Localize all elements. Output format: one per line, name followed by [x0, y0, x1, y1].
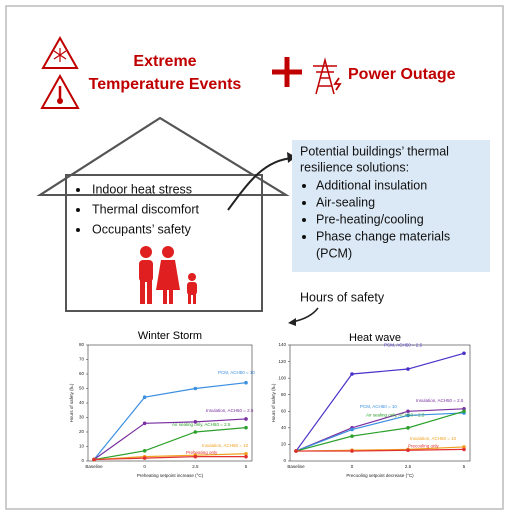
tower-icon [313, 60, 340, 94]
data-point [194, 455, 198, 459]
solution-item: Air-sealing [316, 195, 375, 209]
bullet [302, 235, 306, 239]
bullet [302, 184, 306, 188]
data-point [244, 455, 248, 459]
series-label: Preheating only [186, 450, 218, 455]
y-axis-label: Hours of safety (hₛ) [271, 383, 276, 422]
series-label: Insulation, ACH50 = 2.5 [416, 398, 464, 403]
data-point [244, 381, 248, 385]
y-tick-label: 70 [79, 357, 85, 362]
y-tick-label: 50 [79, 386, 85, 391]
data-point [143, 449, 147, 453]
data-point [350, 428, 354, 432]
x-tick-label: 2.5 [192, 464, 199, 469]
hazard-title: Extreme [133, 53, 196, 70]
bullet [76, 228, 80, 232]
x-tick-label: 2.5 [405, 464, 412, 469]
data-point [462, 409, 466, 413]
house-item: Thermal discomfort [92, 202, 199, 216]
solution-item: Pre-heating/cooling [316, 212, 424, 226]
data-point [92, 458, 96, 462]
y-tick-label: 40 [281, 425, 287, 430]
y-tick-label: 60 [79, 371, 85, 376]
solution-item: Phase change materials [316, 229, 450, 243]
y-tick-label: 100 [278, 375, 286, 380]
link-label: Hours of safety [300, 290, 385, 304]
data-point [406, 448, 410, 452]
series-label: Insulation, ACH50 = 2.5 [206, 408, 254, 413]
data-point [143, 395, 147, 399]
y-tick-label: 30 [79, 415, 85, 420]
series-label: PCM, ACH50 = 10 [218, 370, 255, 375]
x-axis-label: Precooling setpoint decrease (°C) [346, 473, 414, 478]
outage-title: Power Outage [348, 66, 456, 83]
chart-title: Winter Storm [138, 330, 202, 342]
page: Extreme Temperature Events Power Outage … [0, 0, 510, 516]
x-axis-label: Preheating setpoint increase (°C) [137, 473, 204, 478]
data-point [294, 449, 298, 453]
series-label: Insulation, ACH50 = 10 [410, 436, 457, 441]
data-point [143, 422, 147, 426]
house-item: Occupants’ safety [92, 222, 192, 236]
y-tick-label: 80 [79, 342, 85, 347]
y-tick-label: 140 [278, 342, 286, 347]
data-point [194, 430, 198, 434]
y-tick-label: 120 [278, 359, 286, 364]
bullet [302, 201, 306, 205]
solutions-title: resilience solutions: [300, 160, 409, 174]
solution-item: Additional insulation [316, 178, 427, 192]
plus-sign [272, 57, 302, 87]
cold-icon [43, 38, 77, 68]
series-label: PCM, ACH50 = 10 [360, 404, 397, 409]
series-label: Air sealing only, ACH50 = 2.5 [172, 422, 231, 427]
x-tick-label: 5 [463, 464, 466, 469]
data-point [194, 387, 198, 391]
data-point [350, 434, 354, 438]
data-point [462, 351, 466, 355]
solutions-title: Potential buildings’ thermal [300, 144, 449, 158]
y-tick-label: 0 [81, 458, 84, 463]
y-tick-label: 20 [79, 429, 85, 434]
data-point [406, 426, 410, 430]
series-label: Insulation, ACH50 = 10 [202, 443, 249, 448]
x-tick-label: 0 [351, 464, 354, 469]
data-point [244, 426, 248, 430]
x-tick-label: 0 [143, 464, 146, 469]
bullet [76, 208, 80, 212]
data-point [406, 367, 410, 371]
data-point [462, 448, 466, 452]
y-tick-label: 20 [281, 442, 287, 447]
y-tick-label: 40 [79, 400, 85, 405]
arrow-head [288, 318, 296, 326]
y-tick-label: 0 [283, 458, 286, 463]
data-point [244, 417, 248, 421]
x-tick-label: 5 [245, 464, 248, 469]
data-point [350, 372, 354, 376]
solution-item: (PCM) [316, 246, 352, 260]
heat-icon [42, 76, 78, 108]
data-point [350, 449, 354, 453]
data-point [143, 456, 147, 460]
series-label: PCM, ACH50 = 2.5 [384, 342, 423, 347]
x-tick-label: Baseline [287, 464, 305, 469]
bullet [76, 188, 80, 192]
series-label: Air sealing only, ACH50 = 2.5 [366, 412, 425, 417]
bullet [302, 218, 306, 222]
y-axis-label: Hours of safety (hₛ) [69, 383, 74, 422]
x-tick-label: Baseline [85, 464, 103, 469]
y-tick-label: 60 [281, 408, 287, 413]
hazard-title: Temperature Events [89, 76, 242, 93]
y-tick-label: 10 [79, 444, 85, 449]
series-label: Precooling only [408, 444, 440, 449]
house-item: Indoor heat stress [92, 182, 192, 196]
y-tick-label: 80 [281, 392, 287, 397]
